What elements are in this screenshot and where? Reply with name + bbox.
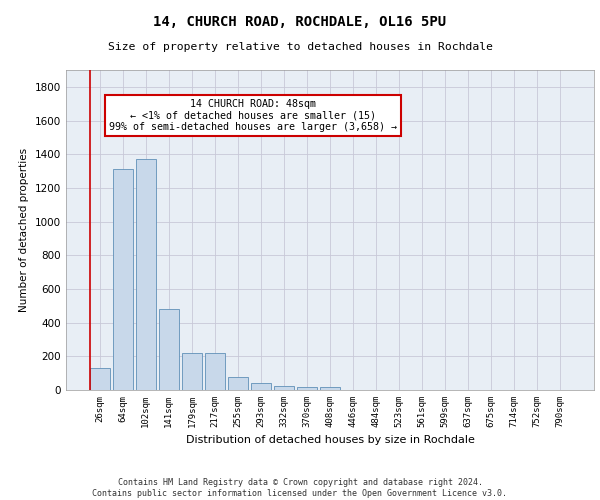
Y-axis label: Number of detached properties: Number of detached properties [19,148,29,312]
Bar [136,160,155,390]
Text: Contains HM Land Registry data © Crown copyright and database right 2024.
Contai: Contains HM Land Registry data © Crown c… [92,478,508,498]
Bar [320,388,340,390]
Bar [159,309,179,390]
Text: 14, CHURCH ROAD, ROCHDALE, OL16 5PU: 14, CHURCH ROAD, ROCHDALE, OL16 5PU [154,15,446,29]
Bar [113,170,133,390]
Bar [297,388,317,390]
Bar [228,378,248,390]
Bar [205,353,224,390]
Bar [274,386,294,390]
X-axis label: Distribution of detached houses by size in Rochdale: Distribution of detached houses by size … [185,436,475,446]
Bar [90,368,110,390]
Bar [182,353,202,390]
Text: 14 CHURCH ROAD: 48sqm
← <1% of detached houses are smaller (15)
99% of semi-deta: 14 CHURCH ROAD: 48sqm ← <1% of detached … [109,99,397,132]
Text: Size of property relative to detached houses in Rochdale: Size of property relative to detached ho… [107,42,493,52]
Bar [251,384,271,390]
